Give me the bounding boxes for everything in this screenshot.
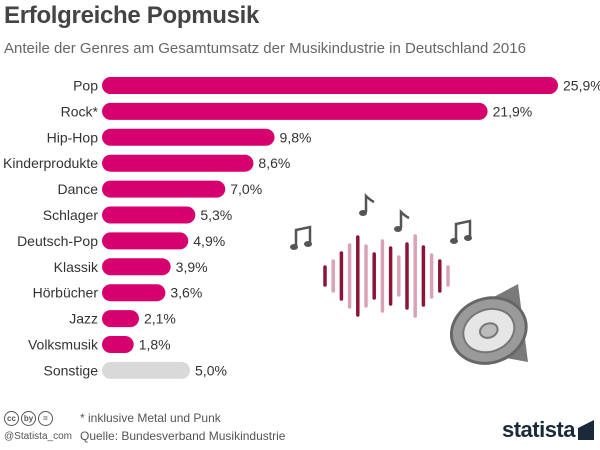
category-label: Hip-Hop	[47, 129, 99, 145]
cc-icon: cc	[4, 411, 19, 426]
category-label: Hörbücher	[33, 285, 99, 301]
bar	[102, 180, 226, 198]
value-label: 9,8%	[280, 129, 312, 145]
value-label: 25,9%	[563, 78, 600, 94]
category-label: Pop	[73, 78, 98, 94]
bar	[102, 284, 166, 302]
footnote: * inklusive Metal und Punk	[80, 411, 221, 425]
speaker-icon	[449, 284, 528, 365]
value-label: 2,1%	[144, 311, 176, 327]
category-label: Jazz	[69, 311, 98, 327]
category-label: Volksmusik	[28, 337, 99, 353]
value-label: 3,9%	[176, 259, 208, 275]
category-label: Deutsch-Pop	[17, 233, 98, 249]
category-label: Dance	[58, 181, 99, 197]
value-label: 8,6%	[258, 155, 290, 171]
license-icons: cc by =	[4, 411, 53, 426]
no-derivatives-icon: =	[38, 411, 53, 426]
bar	[102, 77, 558, 94]
value-label: 5,3%	[200, 207, 232, 223]
bar	[102, 336, 134, 353]
music-note-icon	[359, 192, 375, 216]
chart-subtitle: Anteile der Genres am Gesamtumsatz der M…	[4, 40, 526, 57]
music-note-icon	[290, 225, 312, 250]
music-illustration	[290, 192, 528, 365]
bar	[102, 128, 275, 146]
bar	[102, 258, 171, 276]
category-label: Schlager	[43, 207, 99, 223]
value-label: 3,6%	[170, 285, 202, 301]
statista-logo[interactable]: statista	[502, 417, 594, 443]
brand-text: statista	[501, 417, 576, 442]
statista-handle: @Statista_com	[4, 431, 72, 442]
value-label: 7,0%	[230, 181, 262, 197]
bar	[102, 154, 254, 172]
bar	[102, 102, 488, 120]
music-note-icon	[394, 208, 410, 232]
bar	[102, 361, 191, 379]
chart-title: Erfolgreiche Popmusik	[4, 2, 260, 29]
value-label: 21,9%	[493, 103, 533, 119]
music-note-icon	[450, 219, 472, 244]
category-label: Kinderprodukte	[3, 155, 98, 171]
value-label: 4,9%	[193, 233, 225, 249]
sound-wave	[323, 234, 450, 318]
value-label: 5,0%	[195, 362, 227, 378]
category-label: Klassik	[54, 259, 99, 275]
category-label: Sonstige	[44, 362, 99, 378]
attribution-icon: by	[21, 411, 36, 426]
bar	[102, 232, 189, 250]
value-label: 1,8%	[139, 337, 171, 353]
bar-chart: Pop 25,9% Rock* 21,9% Hip-Hop 9,8% Kinderprodu…	[3, 77, 600, 379]
source-text: Quelle: Bundesverband Musikindustrie	[80, 429, 286, 443]
footer: cc by = @Statista_com * inklusive Metal …	[0, 405, 600, 450]
bar	[102, 206, 196, 224]
category-label: Rock*	[61, 103, 99, 119]
brand-mark-icon	[578, 420, 594, 440]
bars-layer: Pop 25,9% Rock* 21,9% Hip-Hop 9,8% Kinderprodu…	[3, 77, 600, 379]
bar	[102, 310, 139, 328]
